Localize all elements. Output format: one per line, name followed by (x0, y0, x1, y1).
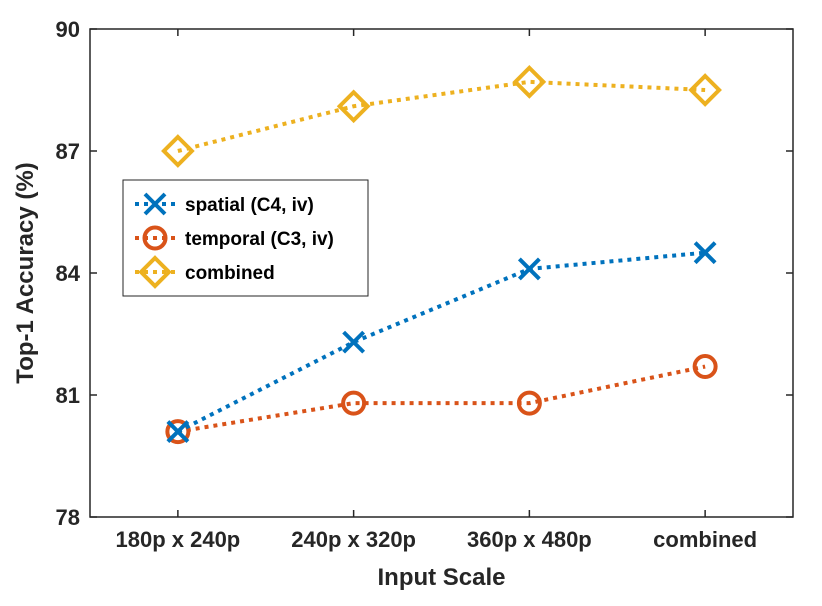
legend-item: spatial (C4, iv) (135, 192, 314, 216)
y-tick-label: 81 (56, 383, 80, 408)
series-0 (166, 241, 717, 444)
data-point (161, 134, 195, 168)
y-axis-title: Top-1 Accuracy (%) (12, 162, 39, 383)
legend-label: combined (185, 263, 275, 284)
legend-marker (143, 192, 167, 216)
data-point (165, 419, 191, 445)
x-tick-label: 180p x 240p (116, 527, 241, 552)
y-tick-label: 78 (56, 505, 80, 530)
x-axis-title: Input Scale (377, 564, 505, 591)
series-1 (165, 354, 718, 445)
y-tick-label: 84 (56, 261, 81, 286)
y-tick-label: 90 (56, 17, 80, 42)
legend-item: temporal (C3, iv) (135, 225, 334, 251)
data-point (693, 241, 717, 265)
series-line (177, 79, 706, 153)
series-layer (161, 65, 722, 445)
legend-label: spatial (C4, iv) (185, 195, 314, 216)
data-point (512, 65, 547, 99)
legend: spatial (C4, iv) temporal (C3, iv) combine… (122, 179, 369, 297)
series-line (177, 364, 706, 434)
data-point (692, 354, 718, 380)
legend-label: temporal (C3, iv) (185, 229, 334, 250)
legend-item: combined (135, 255, 275, 289)
y-tick-label: 87 (56, 139, 80, 164)
x-tick-label: 360p x 480p (467, 527, 592, 552)
x-tick-label: combined (653, 527, 757, 552)
legend-marker (142, 225, 168, 251)
x-tick-label: 240p x 320p (291, 527, 416, 552)
data-point (516, 390, 542, 416)
data-point (342, 330, 366, 354)
legend-marker (138, 255, 172, 289)
axis-ticks: 78 81 84 87 90 180p x 240p 240p x 320p 360p x 4… (56, 17, 793, 552)
data-point (341, 390, 367, 416)
data-point (688, 73, 722, 107)
series-2 (161, 65, 722, 168)
data-point (336, 89, 371, 124)
data-point (166, 420, 190, 444)
data-point (517, 257, 541, 281)
